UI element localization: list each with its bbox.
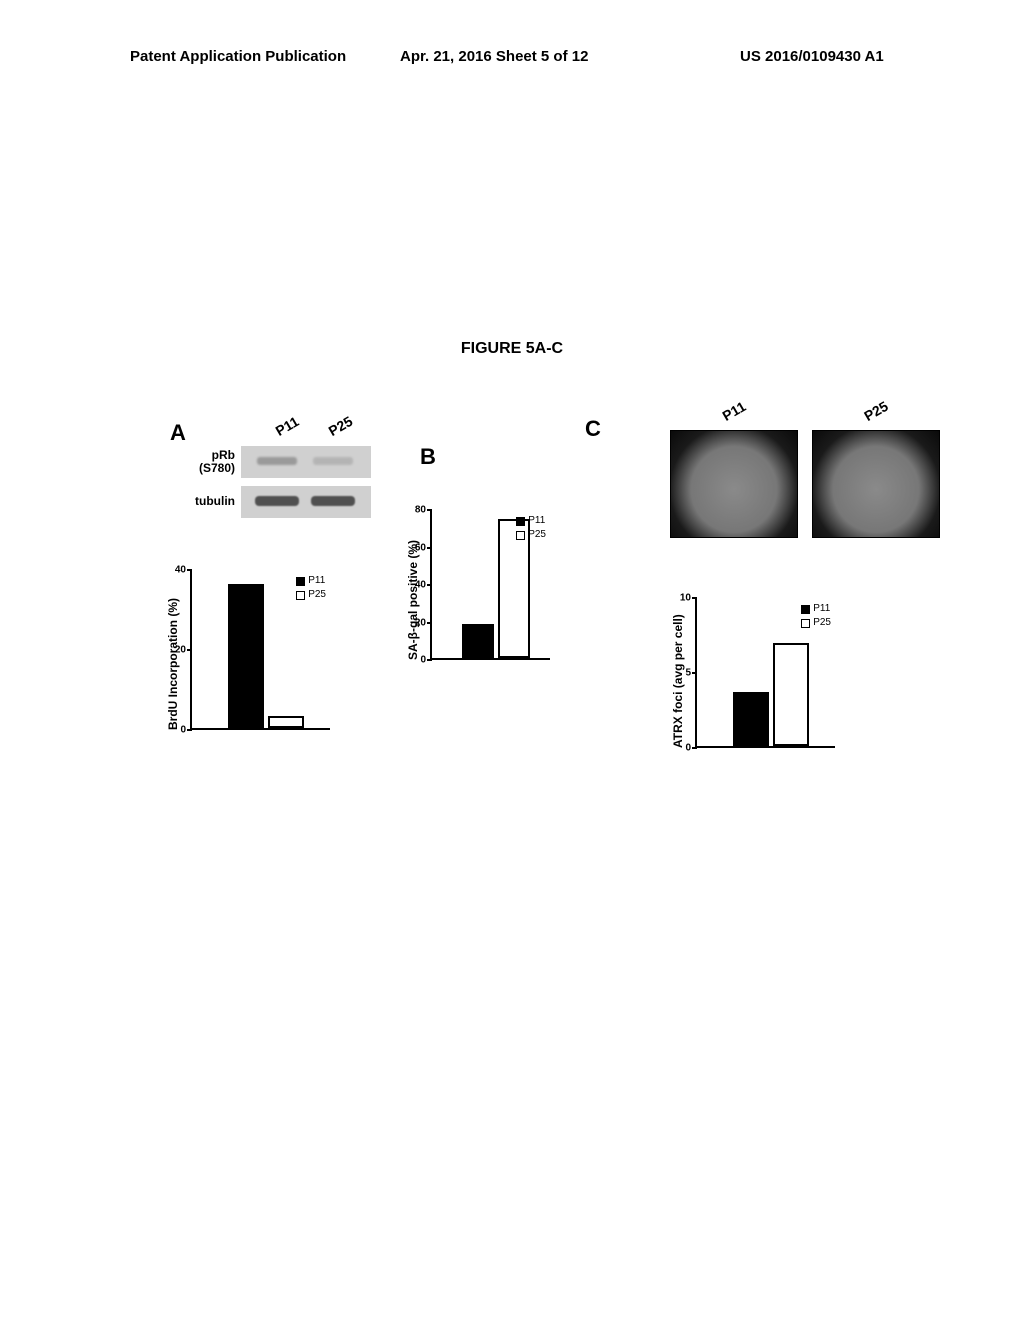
y-tick-mark <box>427 659 432 661</box>
cell-images: P11 P25 <box>670 430 940 538</box>
y-axis-label: ATRX foci (avg per cell) <box>671 614 685 748</box>
y-tick-mark <box>427 584 432 586</box>
y-tick-mark <box>692 597 697 599</box>
y-tick-label: 0 <box>180 725 186 736</box>
panel-b-label: B <box>420 444 436 470</box>
blot-label-prb-line1: pRb <box>212 448 235 462</box>
panel-a-label: A <box>170 420 186 446</box>
y-axis-label: BrdU Incorporation (%) <box>166 598 180 730</box>
blot-row-prb: pRb (S780) <box>160 446 371 478</box>
legend-swatch-black <box>801 605 810 614</box>
cell-image-p25: P25 <box>812 430 940 538</box>
panel-c-chart: 0510P11P25ATRX foci (avg per cell) <box>695 598 835 748</box>
panel-c-label: C <box>585 416 601 442</box>
legend: P11P25 <box>801 602 831 630</box>
y-tick-label: 80 <box>415 505 426 516</box>
legend-item-p25: P25 <box>516 528 546 542</box>
legend-swatch-white <box>296 591 305 600</box>
blot-label-prb-line2: (S780) <box>199 461 235 475</box>
legend: P11P25 <box>296 574 326 602</box>
panel-b-chart: 020406080P11P25SA-β-gal positive (%) <box>430 510 550 660</box>
legend-swatch-white <box>516 531 525 540</box>
y-tick-label: 10 <box>680 593 691 604</box>
bar-p11 <box>228 584 264 728</box>
legend: P11P25 <box>516 514 546 542</box>
y-tick-label: 40 <box>175 565 186 576</box>
bar-p11 <box>462 624 494 658</box>
bar-p25 <box>268 716 304 728</box>
chart-area: 02040P11P25 <box>190 570 330 730</box>
figure-title: FIGURE 5A-C <box>0 340 1024 358</box>
header-right: US 2016/0109430 A1 <box>740 48 884 65</box>
blot-image-prb <box>241 446 371 478</box>
legend-item-p25: P25 <box>801 616 831 630</box>
legend-label-p25: P25 <box>528 528 546 542</box>
y-tick-mark <box>427 547 432 549</box>
chart-area: 020406080P11P25 <box>430 510 550 660</box>
legend-label-p25: P25 <box>308 588 326 602</box>
cell-image-label-p25: P25 <box>861 398 891 424</box>
header-left: Patent Application Publication <box>130 48 346 65</box>
legend-item-p11: P11 <box>296 574 326 588</box>
bar-p25 <box>773 643 809 747</box>
legend-swatch-white <box>801 619 810 628</box>
lane-label-p25: P25 <box>325 413 355 439</box>
y-tick-label: 0 <box>685 743 691 754</box>
cell-image-p11: P11 <box>670 430 798 538</box>
legend-swatch-black <box>296 577 305 586</box>
y-tick-label: 5 <box>685 668 691 679</box>
chart-area: 0510P11P25 <box>695 598 835 748</box>
cell-image-label-p11: P11 <box>720 398 749 424</box>
y-tick-label: 0 <box>420 655 426 666</box>
legend-swatch-black <box>516 517 525 526</box>
y-tick-mark <box>427 622 432 624</box>
blot-label-tubulin: tubulin <box>160 495 235 508</box>
blot-label-prb: pRb (S780) <box>160 449 235 475</box>
bar-p11 <box>733 692 769 746</box>
legend-label-p11: P11 <box>308 574 325 588</box>
y-tick-mark <box>692 747 697 749</box>
legend-label-p11: P11 <box>528 514 545 528</box>
panel-a-chart: 02040P11P25BrdU Incorporation (%) <box>190 570 330 730</box>
y-axis-label: SA-β-gal positive (%) <box>406 540 420 660</box>
blot-image-tubulin <box>241 486 371 518</box>
legend-item-p11: P11 <box>516 514 546 528</box>
y-tick-mark <box>187 729 192 731</box>
legend-label-p11: P11 <box>813 602 830 616</box>
y-tick-mark <box>187 649 192 651</box>
lane-label-p11: P11 <box>273 413 302 439</box>
header-mid: Apr. 21, 2016 Sheet 5 of 12 <box>400 48 588 65</box>
lane-labels: P11 P25 <box>275 418 377 436</box>
legend-item-p25: P25 <box>296 588 326 602</box>
legend-label-p25: P25 <box>813 616 831 630</box>
y-tick-mark <box>187 569 192 571</box>
y-tick-mark <box>692 672 697 674</box>
legend-item-p11: P11 <box>801 602 831 616</box>
y-tick-mark <box>427 509 432 511</box>
blot-row-tubulin: tubulin <box>160 486 371 518</box>
